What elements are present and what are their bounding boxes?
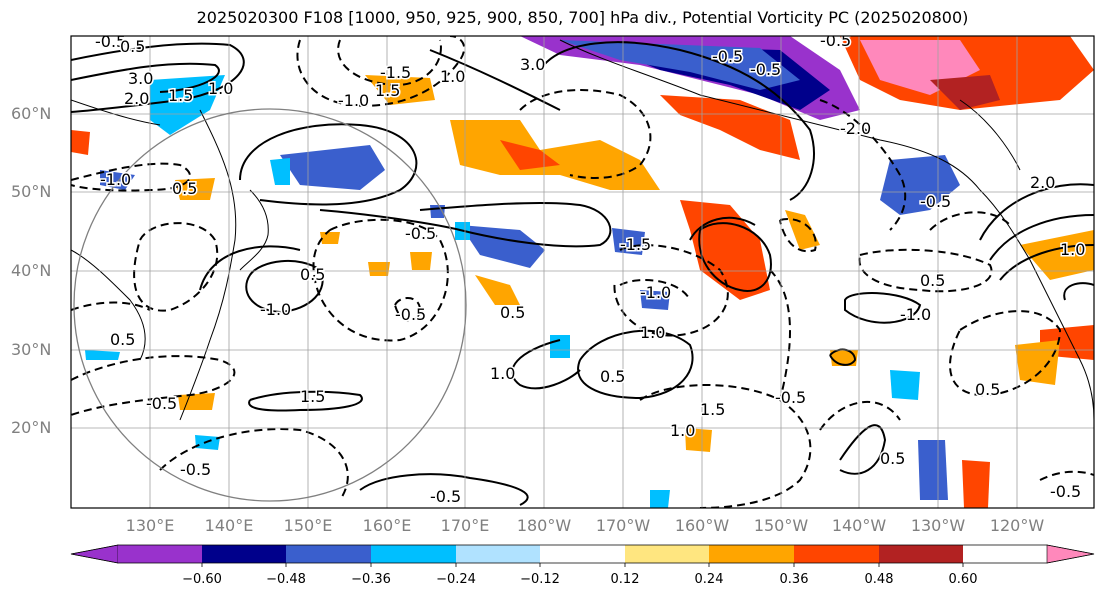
- contour-label: -1.5: [620, 235, 651, 254]
- lon-label-170e: 170°E: [440, 516, 490, 535]
- contour-label: 3.0: [128, 69, 153, 88]
- lon-label-170w: 170°W: [595, 516, 651, 535]
- lon-label-130e: 130°E: [125, 516, 175, 535]
- contour-label: -0.5: [820, 31, 851, 50]
- lat-label-50n: 50°N: [11, 182, 52, 201]
- contour-label: 0.5: [500, 303, 525, 322]
- contour-label: 1.0: [440, 67, 465, 86]
- contour-label: -0.5: [180, 460, 211, 479]
- colorbar-tick: 0.24: [694, 572, 724, 587]
- contour-label: -1.0: [100, 170, 131, 189]
- contour-label: -1.5: [380, 63, 411, 82]
- contour-label: 0.5: [975, 380, 1000, 399]
- contour-label: 1.0: [670, 421, 695, 440]
- map-title: 2025020300 F108 [1000, 950, 925, 900, 85…: [196, 8, 969, 27]
- plot-frame: [70, 35, 1095, 509]
- colorbar-tick: −0.24: [436, 572, 476, 587]
- contour-label: -1.0: [900, 305, 931, 324]
- colorbar-tick: 0.12: [610, 572, 640, 587]
- contour-labels: -0.50.53.02.0 1.5 1.0-1.01.5-1.5 3.0 -0.5-2.…: [94, 31, 1087, 508]
- gridlines: [71, 36, 1094, 508]
- contour-label: -0.5: [920, 192, 951, 211]
- dashed-contours: [71, 36, 1094, 508]
- lon-label-160w: 160°W: [674, 516, 730, 535]
- lat-label-60n: 60°N: [11, 104, 52, 123]
- contour-label: -1.0: [260, 300, 291, 319]
- colorbar-tick: 0.48: [864, 572, 894, 587]
- contour-label: -1.0: [338, 91, 369, 110]
- lat-label-40n: 40°N: [11, 261, 52, 280]
- contour-label: 1.5: [168, 86, 193, 105]
- contour-label: -0.5: [405, 224, 436, 243]
- range-circle: [73, 108, 467, 502]
- contour-label: 2.0: [1030, 173, 1055, 192]
- colorbar-tick: −0.12: [520, 572, 560, 587]
- contour-label: -0.5: [430, 487, 461, 506]
- colorbar-tick: −0.60: [182, 572, 222, 587]
- lon-label-160e: 160°E: [362, 516, 412, 535]
- contour-label: 1.5: [375, 81, 400, 100]
- lat-label-30n: 30°N: [11, 340, 52, 359]
- lon-label-150w: 150°W: [753, 516, 809, 535]
- contour-label: 0.5: [300, 265, 325, 284]
- contour-label: -0.5: [775, 388, 806, 407]
- lon-label-180w: 180°W: [516, 516, 572, 535]
- lon-label-130w: 130°W: [910, 516, 966, 535]
- contour-layer: [71, 41, 1094, 506]
- lon-label-140w: 140°W: [831, 516, 887, 535]
- contour-label: -0.5: [146, 394, 177, 413]
- contour-label: -0.5: [712, 47, 743, 66]
- lat-label-20n: 20°N: [11, 418, 52, 437]
- lon-label-150e: 150°E: [283, 516, 333, 535]
- lon-label-120w: 120°W: [989, 516, 1045, 535]
- lon-label-140e: 140°E: [204, 516, 254, 535]
- contour-label: -2.0: [840, 119, 871, 138]
- contour-label: -1.0: [640, 283, 671, 302]
- colorbar-tick: −0.36: [351, 572, 391, 587]
- contour-label: 0.5: [110, 330, 135, 349]
- contour-label: 1.0: [490, 364, 515, 383]
- colorbar-tick: 0.36: [779, 572, 809, 587]
- contour-label: 0.5: [920, 271, 945, 290]
- contour-label: 1.0: [208, 79, 233, 98]
- colorbar-tick: 0.60: [948, 572, 978, 587]
- contour-label: 1.0: [1060, 240, 1085, 259]
- contour-label: 2.0: [124, 89, 149, 108]
- colorbar-tick: −0.48: [266, 572, 306, 587]
- contour-label: -0.5: [1050, 482, 1081, 501]
- contour-label: -0.5: [750, 60, 781, 79]
- contour-label: 1.5: [700, 400, 725, 419]
- contour-label: 1.0: [640, 323, 665, 342]
- contour-label: 1.5: [300, 387, 325, 406]
- contour-label: 0.5: [880, 449, 905, 468]
- contour-label: 3.0: [520, 55, 545, 74]
- contour-label: 0.5: [600, 367, 625, 386]
- contour-label: 0.5: [172, 179, 197, 198]
- contour-label: 0.5: [120, 37, 145, 56]
- contour-label: -0.5: [95, 32, 126, 51]
- contour-label: -0.5: [395, 305, 426, 324]
